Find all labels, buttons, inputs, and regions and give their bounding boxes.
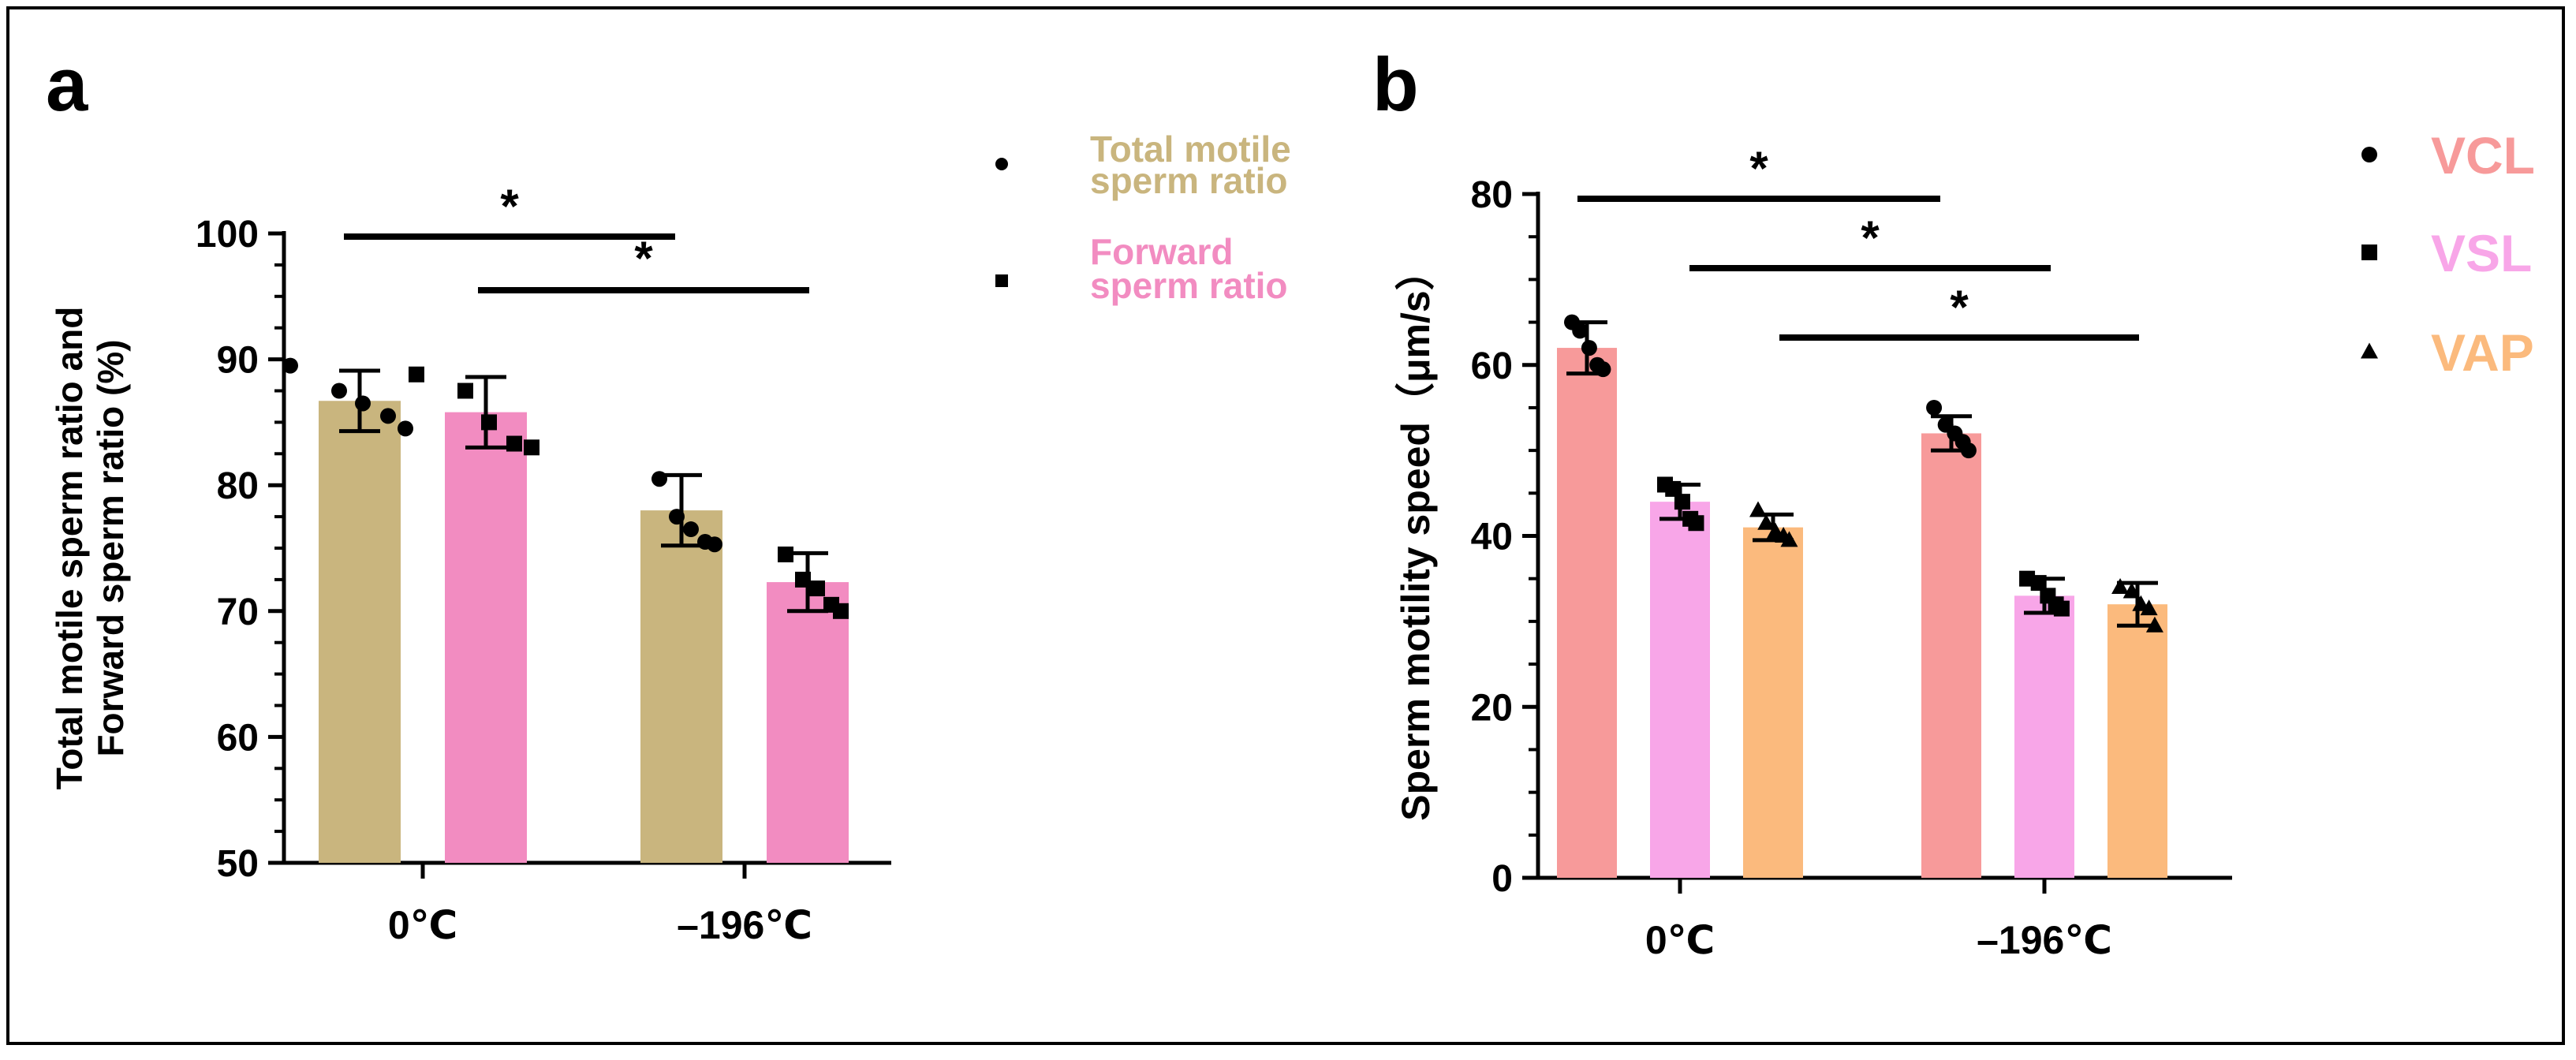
panel-a-significance-star: * (500, 180, 519, 233)
panel-b-data-point (1581, 340, 1597, 356)
panel-b-data-point (2122, 582, 2141, 599)
panel-a-x-tick-label: 0℃ (388, 903, 457, 947)
panel-a-legend-label-line1: Forward (1090, 231, 1233, 272)
panel-b-bar (2107, 604, 2167, 878)
panel-a-y-tick-label: 60 (217, 717, 259, 759)
panel-b-data-point (1665, 480, 1682, 497)
panel-a-y-tick-label: 90 (217, 340, 259, 382)
panel-b-bar (1650, 502, 1710, 878)
panel-a-legend-label-line1: Total motile (1090, 129, 1291, 170)
panel-a-letter: a (46, 43, 88, 127)
panel-a-data-point (778, 546, 793, 562)
panel-b-data-point (1926, 399, 1943, 416)
panel-a-y-tick-label: 80 (217, 465, 259, 507)
panel-b-legend-label: VSL (2431, 224, 2532, 282)
panel-b-bar (1743, 527, 1803, 878)
panel-a-data-point (355, 395, 371, 412)
panel-b-data-point (2111, 578, 2130, 595)
panel-a-data-point (833, 603, 849, 619)
panel-a-data-point (481, 414, 497, 431)
panel-b-data-point (2053, 600, 2070, 617)
panel-b-data-point (1960, 442, 1977, 459)
panel-b-legend-marker (2361, 342, 2378, 359)
panel-b-data-point (2145, 616, 2163, 633)
panel-b-data-point (2140, 599, 2158, 616)
panel-b-data-point (1595, 361, 1611, 378)
panel-a-data-point (331, 383, 347, 399)
panel-b-x-tick-label: 0℃ (1645, 918, 1715, 962)
panel-b-data-point (2030, 575, 2047, 592)
panel-a-data-point (651, 471, 667, 487)
panel-a-y-tick-label: 100 (196, 214, 259, 256)
panel-b-y-label: Sperm motility speed（μm/s） (1394, 251, 1438, 820)
panel-a-data-point (707, 536, 722, 553)
panel-a-data-point (669, 509, 685, 525)
panel-b-legend-label: VAP (2431, 323, 2534, 382)
panel-a-bar (319, 401, 401, 863)
panel-b-significance-star: * (1950, 281, 1969, 334)
panel-b-legend-label: VCL (2431, 126, 2535, 185)
panel-b-data-point (1780, 531, 1798, 547)
panel-a-data-point (398, 420, 413, 437)
panel-a-y-tick-label: 50 (217, 843, 259, 885)
panel-b-significance-star: * (1861, 211, 1880, 264)
panel-a-y-label-line1: Total motile sperm ratio and (49, 307, 90, 790)
panel-a-x-tick-label: –196℃ (677, 903, 812, 947)
panel-b-significance-star: * (1749, 142, 1768, 195)
panel-b-bar (2014, 595, 2074, 878)
panel-b-data-point (1757, 513, 1775, 530)
panel-a-legend-label-line2: sperm ratio (1090, 160, 1288, 201)
panel-a-data-point (380, 408, 396, 424)
panel-b-letter: b (1372, 43, 1419, 127)
panel-b-y-tick-label: 40 (1471, 517, 1513, 558)
panel-a-y-label-line2: Forward sperm ratio (%) (90, 339, 131, 756)
panel-b-legend-marker (2361, 147, 2377, 162)
panel-a-significance-star: * (634, 232, 653, 285)
panel-b-y-tick-label: 80 (1471, 174, 1513, 216)
panel-b-y-tick-label: 0 (1491, 858, 1513, 900)
panel-a-bar (640, 510, 722, 863)
panel-b-bar (1921, 433, 1981, 878)
panel-b-x-tick-label: –196℃ (1977, 918, 2112, 962)
panel-b-data-point (1749, 501, 1767, 517)
panel-b-y-tick-label: 60 (1471, 345, 1513, 387)
panel-a-bar (445, 412, 527, 863)
panel-a-legend-label-line2: sperm ratio (1090, 265, 1288, 306)
panel-b-y-tick-label: 20 (1471, 687, 1513, 729)
panel-b-legend-marker (2361, 244, 2377, 260)
panel-a-legend-marker (995, 274, 1008, 287)
panel-b-data-point (1674, 494, 1690, 510)
panel-a-data-point (409, 366, 424, 383)
panel-a-data-point (506, 435, 522, 452)
panel-a-data-point (457, 383, 473, 399)
panel-a-data-point (683, 521, 699, 538)
panel-b-data-point (1688, 515, 1704, 532)
panel-a-y-tick-label: 70 (217, 592, 259, 633)
panel-a-data-point (282, 357, 298, 374)
panel-b-data-point (1572, 323, 1589, 339)
panel-a-bar (767, 582, 849, 863)
panel-a-legend-marker (995, 158, 1008, 170)
panel-b-bar (1557, 348, 1617, 878)
panel-a-data-point (524, 439, 539, 456)
panel-a-data-point (795, 571, 811, 588)
panel-a-data-point (809, 580, 825, 597)
figure-frame (6, 6, 2565, 1045)
